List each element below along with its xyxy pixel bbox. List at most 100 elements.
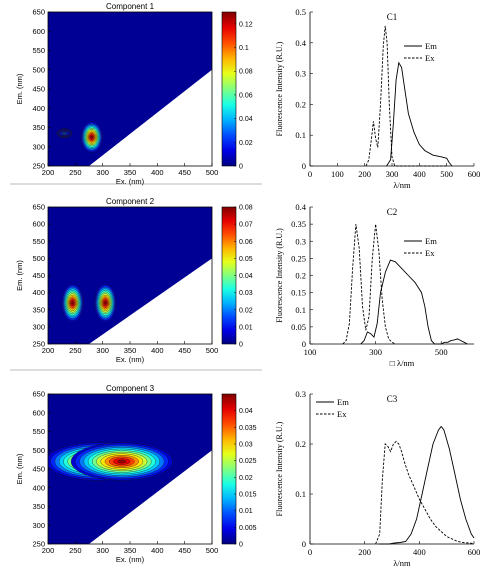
x-tick-label: 500 [435, 347, 448, 357]
x-tick-label: 200 [358, 547, 371, 557]
y-tick-label: 350 [32, 123, 45, 132]
spectrum-panel-2: 100 300 500 0 0.05 0.1 0.15 0.2 0.25 0.3 0.35 0.4 C2… [275, 202, 474, 368]
colorbar-tick-label: 0.04 [239, 273, 253, 280]
colorbar-tick-label: 0.06 [239, 239, 253, 246]
x-tick-label: 400 [151, 346, 164, 355]
x-axis-label: Ex. (nm) [116, 177, 145, 186]
series-line-em [360, 259, 468, 345]
y-tick-label: 250 [32, 540, 45, 549]
y-tick-label: 0.4 [295, 202, 306, 212]
legend-label: Em [425, 41, 437, 51]
x-tick-label: 0 [308, 169, 312, 179]
x-tick-label: 500 [206, 346, 219, 355]
colorbar [221, 393, 237, 545]
legend-label: Em [425, 236, 437, 246]
x-tick-label: 400 [151, 168, 164, 177]
y-tick-label: 550 [32, 46, 45, 55]
legend-label: Em [337, 397, 349, 407]
colorbar [221, 11, 237, 167]
y-tick-label: 0.15 [291, 288, 306, 298]
x-tick-label: 200 [42, 546, 55, 555]
colorbar-tick-label: 0 [239, 342, 243, 349]
x-tick-label: 600 [468, 169, 481, 179]
legend-label: Ex [425, 53, 435, 63]
legend-label: Ex [425, 248, 435, 258]
y-tick-label: 550 [32, 427, 45, 436]
y-tick-label: 500 [32, 446, 45, 455]
y-tick-label: 0.2 [295, 99, 306, 109]
colorbar-tick-label: 0.01 [239, 508, 253, 515]
heatmap-panel-3: 200 250 300 350 400 450 5002503003504004505005… [15, 197, 253, 364]
heatmap-title: Component 1 [106, 2, 155, 11]
colorbar-tick-label: 0.06 [239, 92, 253, 99]
y-axis-label: Fluorescence Intensity (R.U.) [275, 228, 284, 323]
x-tick-label: 450 [178, 346, 191, 355]
colorbar-tick-label: 0.04 [239, 116, 253, 123]
x-tick-label: 300 [96, 346, 109, 355]
y-tick-label: 300 [32, 521, 45, 530]
x-tick-label: 400 [413, 547, 426, 557]
colorbar-tick-label: 0.08 [239, 69, 253, 76]
colorbar-tick-label: 0.02 [239, 475, 253, 482]
x-tick-label: 600 [468, 547, 481, 557]
y-tick-label: 0.05 [291, 322, 306, 332]
x-tick-label: 250 [69, 346, 82, 355]
series-line-ex [365, 25, 447, 167]
y-tick-label: 0.35 [291, 219, 306, 229]
x-tick-label: 350 [124, 168, 137, 177]
y-tick-label: 350 [32, 502, 45, 511]
y-tick-label: 0 [302, 161, 306, 171]
colorbar-tick-label: 0.02 [239, 307, 253, 314]
y-tick-label: 0.3 [295, 389, 306, 399]
y-tick-label: 0.3 [295, 69, 306, 79]
y-tick-label: 0 [302, 539, 306, 549]
colorbar-tick-label: 0.07 [239, 222, 253, 229]
colorbar-tick-label: 0.04 [239, 408, 253, 415]
x-tick-label: 250 [69, 546, 82, 555]
y-axis-label: Em. (nm) [15, 453, 24, 484]
y-axis-label: Em. (nm) [15, 260, 24, 291]
y-tick-label: 0.25 [291, 253, 306, 263]
spectrum-title: C1 [387, 12, 398, 22]
x-tick-label: 200 [358, 169, 371, 179]
y-tick-label: 600 [32, 408, 45, 417]
y-tick-label: 400 [32, 483, 45, 492]
colorbar-tick-label: 0.005 [239, 525, 257, 532]
x-tick-label: 200 [42, 346, 55, 355]
x-tick-label: 100 [331, 169, 344, 179]
y-tick-label: 400 [32, 104, 45, 113]
y-tick-label: 0.2 [295, 439, 306, 449]
y-tick-label: 550 [32, 237, 45, 246]
y-tick-label: 450 [32, 85, 45, 94]
x-tick-label: 400 [151, 546, 164, 555]
colorbar-tick-label: 0.025 [239, 458, 257, 465]
series-line-ex [342, 224, 396, 345]
x-tick-label: 500 [440, 169, 453, 179]
heatmap-title: Component 2 [106, 197, 155, 206]
colorbar-tick-label: 0.08 [239, 205, 253, 212]
masked-region [89, 258, 212, 344]
contour-level [63, 132, 66, 134]
series-line-ex [375, 440, 475, 545]
colorbar-tick-label: 0.02 [239, 140, 253, 147]
colorbar-tick-label: 0.03 [239, 290, 253, 297]
contour-level [71, 301, 74, 305]
colorbar-tick-label: 0 [239, 164, 243, 171]
y-tick-label: 250 [32, 340, 45, 349]
y-tick-label: 0.2 [295, 271, 306, 281]
y-tick-label: 0.1 [295, 489, 306, 499]
x-tick-label: 350 [124, 346, 137, 355]
x-tick-label: 400 [413, 169, 426, 179]
y-axis-label: Fluorescence Intensity (R.U.) [275, 421, 284, 516]
heatmap-title: Component 3 [106, 384, 155, 393]
heatmap-panel-5: 200 250 300 350 400 450 5002503003504004505005… [15, 384, 257, 564]
series-line-em [386, 61, 453, 167]
y-tick-label: 400 [32, 288, 45, 297]
colorbar-tick-label: 0.12 [239, 21, 253, 28]
x-tick-label: 450 [178, 168, 191, 177]
x-tick-label: 300 [96, 168, 109, 177]
y-tick-label: 0.3 [295, 236, 306, 246]
y-tick-label: 500 [32, 65, 45, 74]
y-tick-label: 650 [32, 390, 45, 399]
